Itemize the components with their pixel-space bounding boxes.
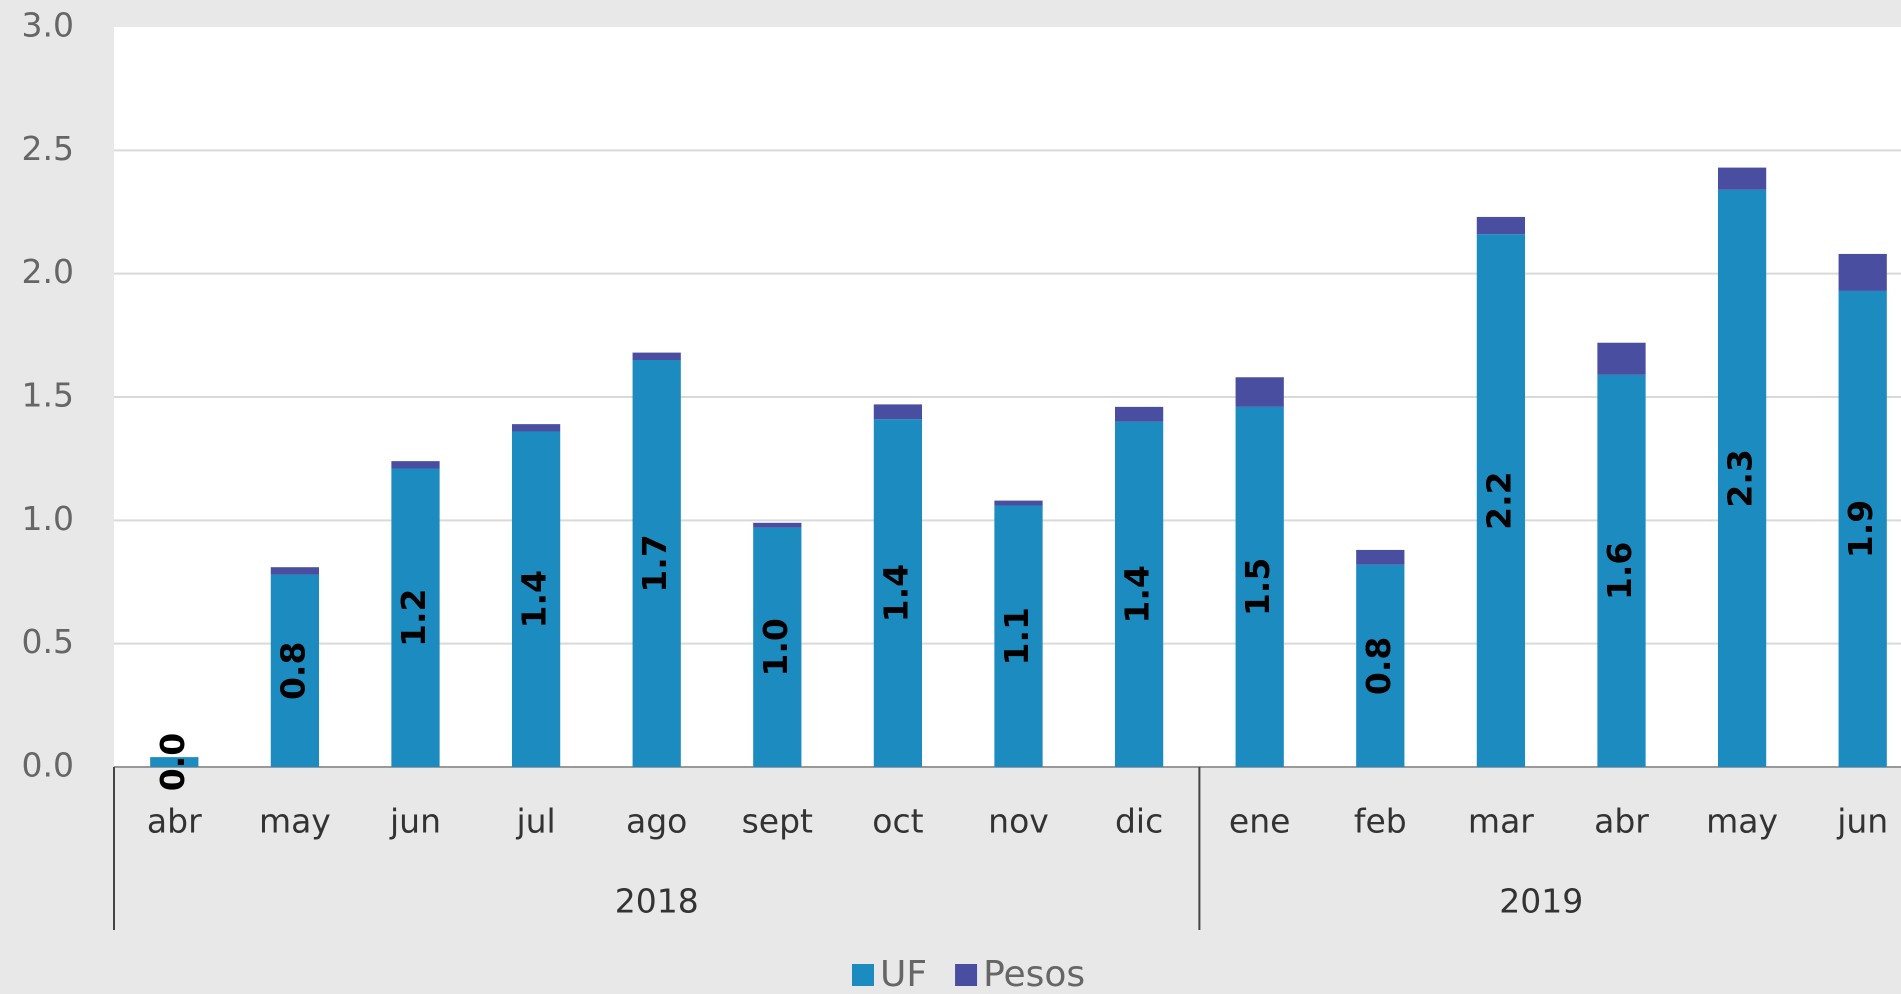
x-tick-label: jul	[515, 802, 555, 841]
y-tick-label: 2.0	[22, 252, 74, 291]
bar-segment	[1717, 189, 1767, 768]
data-label: 1.1	[997, 607, 1036, 665]
bar-segment	[1114, 421, 1164, 767]
x-tick-label: sept	[742, 802, 813, 841]
x-tick-label: jun	[1836, 802, 1888, 841]
bar-segment	[632, 360, 681, 767]
data-label: 2.3	[1721, 449, 1760, 507]
x-tick-label: may	[259, 802, 331, 841]
x-tick-label: mar	[1468, 802, 1534, 841]
bar-segment	[1838, 290, 1887, 767]
bar-segment	[1235, 406, 1284, 767]
x-tick-label: may	[1706, 802, 1778, 841]
y-tick-label: 0.5	[22, 622, 74, 661]
bar-segment	[391, 468, 440, 767]
y-tick-label: 1.0	[22, 499, 74, 538]
bar-segment	[994, 505, 1043, 767]
bar-segment	[994, 500, 1043, 506]
y-tick-label: 1.5	[22, 376, 74, 415]
x-tick-label: abr	[147, 802, 202, 841]
group-label: 2018	[615, 882, 699, 921]
bar-segment	[1717, 167, 1767, 190]
bar-segment	[753, 527, 802, 767]
data-label: 2.2	[1479, 471, 1518, 529]
y-tick-label: 2.5	[22, 129, 74, 168]
data-label: 1.6	[1600, 542, 1639, 600]
y-tick-label: 0.0	[22, 746, 74, 785]
data-label: 1.4	[515, 570, 554, 628]
data-label: 1.9	[1841, 500, 1880, 558]
data-label: 1.7	[635, 534, 674, 592]
bar-segment	[150, 757, 199, 767]
bar-segment	[270, 567, 320, 575]
data-label: 1.0	[756, 618, 795, 676]
bar-segment	[1356, 564, 1405, 767]
data-label: 1.4	[1118, 565, 1157, 623]
bar-segment	[391, 461, 440, 469]
x-tick-label: dic	[1115, 802, 1163, 841]
bar-segment	[1597, 374, 1646, 767]
x-tick-label: ago	[626, 802, 687, 841]
data-label: 1.4	[876, 564, 915, 622]
bar-segment	[873, 419, 923, 767]
bar-segment	[753, 522, 802, 528]
group-label: 2019	[1499, 882, 1583, 921]
data-label: 1.5	[1238, 558, 1277, 616]
bar-segment	[511, 431, 561, 767]
bar-segment	[632, 352, 681, 360]
data-label: 0.8	[273, 642, 312, 700]
bar-segment	[1235, 377, 1284, 407]
bar-segment	[1114, 406, 1164, 422]
y-tick-label: 3.0	[22, 6, 74, 45]
bar-segment	[1356, 549, 1405, 565]
legend-label: Pesos	[983, 954, 1085, 994]
bar-segment	[873, 404, 923, 420]
x-tick-label: oct	[872, 802, 923, 841]
x-tick-label: ene	[1229, 802, 1291, 841]
x-tick-label: abr	[1594, 802, 1649, 841]
bar-segment	[511, 424, 561, 432]
legend-label: UF	[880, 954, 927, 994]
data-label: 1.2	[394, 589, 433, 647]
bar-segment	[1476, 216, 1526, 235]
bar-segment	[1476, 234, 1526, 767]
legend-swatch	[955, 964, 978, 986]
bar-segment	[1597, 342, 1646, 375]
x-tick-label: feb	[1354, 802, 1407, 841]
x-tick-label: jun	[389, 802, 441, 841]
data-label: 0.0	[153, 733, 192, 791]
bar-segment	[1838, 253, 1887, 291]
x-tick-label: nov	[988, 802, 1049, 841]
legend-swatch	[852, 964, 874, 986]
data-label: 0.8	[1359, 637, 1398, 695]
bar-segment	[270, 574, 320, 767]
